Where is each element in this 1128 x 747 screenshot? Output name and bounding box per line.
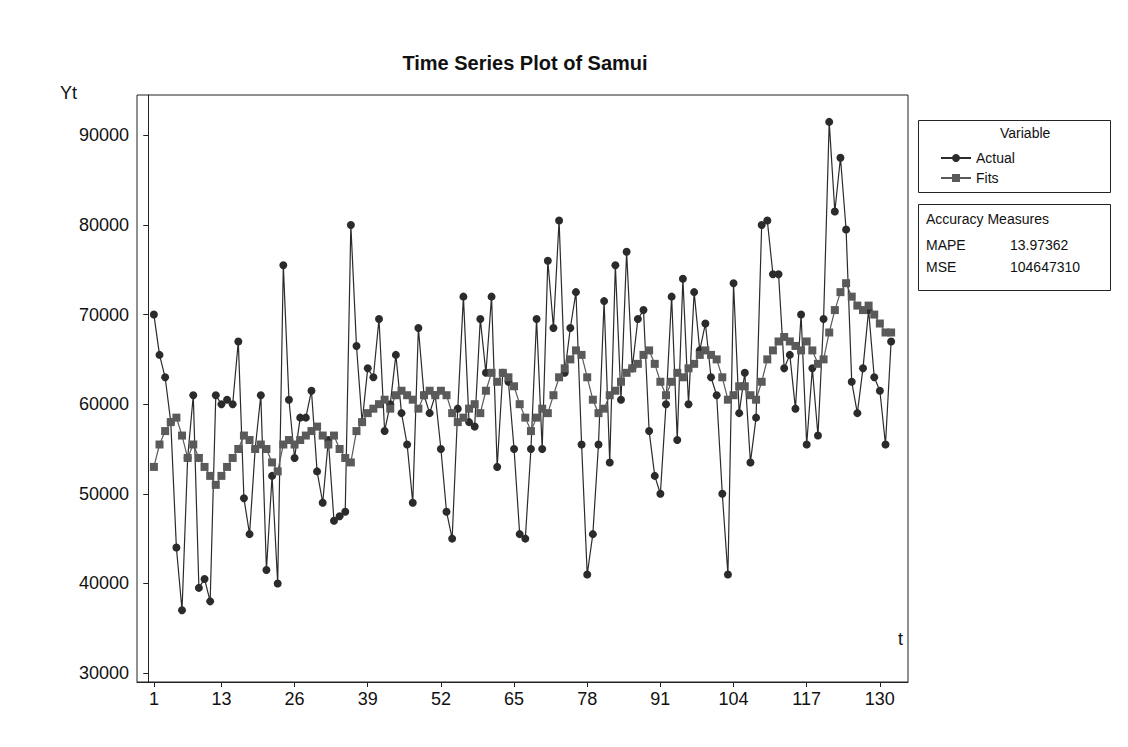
svg-text:91: 91 xyxy=(650,689,670,709)
svg-text:80000: 80000 xyxy=(79,215,129,235)
svg-text:90000: 90000 xyxy=(79,125,129,145)
svg-text:Variable: Variable xyxy=(1000,125,1051,141)
svg-text:Fits: Fits xyxy=(976,170,999,186)
svg-text:104647310: 104647310 xyxy=(1010,259,1080,275)
svg-text:52: 52 xyxy=(431,689,451,709)
svg-text:t: t xyxy=(898,629,903,649)
svg-text:13: 13 xyxy=(211,689,231,709)
svg-text:Yt: Yt xyxy=(60,83,77,103)
svg-text:130: 130 xyxy=(865,689,895,709)
svg-text:Actual: Actual xyxy=(976,150,1015,166)
svg-text:13.97362: 13.97362 xyxy=(1010,237,1069,253)
svg-text:65: 65 xyxy=(504,689,524,709)
svg-text:1: 1 xyxy=(149,689,159,709)
svg-text:39: 39 xyxy=(358,689,378,709)
svg-text:78: 78 xyxy=(577,689,597,709)
svg-text:MAPE: MAPE xyxy=(926,237,966,253)
svg-text:26: 26 xyxy=(285,689,305,709)
svg-text:70000: 70000 xyxy=(79,305,129,325)
svg-text:30000: 30000 xyxy=(79,663,129,683)
svg-text:MSE: MSE xyxy=(926,259,956,275)
svg-text:50000: 50000 xyxy=(79,484,129,504)
svg-text:60000: 60000 xyxy=(79,394,129,414)
svg-text:117: 117 xyxy=(792,689,821,709)
svg-text:Accuracy Measures: Accuracy Measures xyxy=(926,211,1049,227)
svg-text:104: 104 xyxy=(719,689,749,709)
svg-text:40000: 40000 xyxy=(79,573,129,593)
svg-text:Time Series Plot of Samui: Time Series Plot of Samui xyxy=(402,52,647,74)
